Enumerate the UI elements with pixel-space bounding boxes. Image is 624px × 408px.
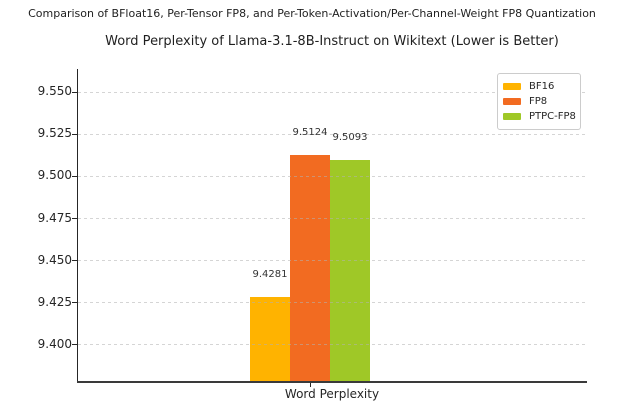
legend-label: BF16 <box>529 81 555 92</box>
gridline <box>78 302 586 304</box>
bar-value-label: 9.5124 <box>292 127 328 139</box>
bar-ptpc-fp8 <box>330 160 370 382</box>
gridline <box>78 175 586 177</box>
gridline <box>78 344 586 346</box>
figure-annotation: Comparison of BFloat16, Per-Tensor FP8, … <box>28 7 596 20</box>
plot-area: 9.4281 9.5124 9.5093 9.400 9.425 9.450 9.475 9… <box>38 69 587 387</box>
legend-swatch-icon <box>503 83 521 90</box>
x-axis-spine <box>77 381 587 383</box>
y-tick-label: 9.525 <box>37 126 72 141</box>
gridline <box>78 260 586 262</box>
y-tick-label: 9.475 <box>37 210 72 225</box>
y-tick-mark <box>72 133 77 135</box>
legend-item-bf16: BF16 <box>503 79 574 94</box>
y-tick-label: 9.500 <box>37 168 72 183</box>
legend-swatch-icon <box>503 113 521 120</box>
y-tick-mark <box>72 302 77 304</box>
y-tick-mark <box>72 260 77 262</box>
y-tick-label: 9.450 <box>37 252 72 267</box>
legend-label: PTPC-FP8 <box>529 111 576 122</box>
y-tick-mark <box>72 218 77 219</box>
y-axis-spine <box>77 69 78 383</box>
y-tick-label: 9.425 <box>37 294 72 309</box>
y-tick-mark <box>72 175 77 177</box>
legend: BF16 FP8 PTPC-FP8 <box>497 73 581 130</box>
y-tick-label: 9.400 <box>37 336 72 351</box>
y-tick-label: 9.550 <box>37 84 72 99</box>
gridline <box>78 91 586 93</box>
legend-item-fp8: FP8 <box>503 94 574 109</box>
legend-item-ptpc-fp8: PTPC-FP8 <box>503 109 576 124</box>
y-tick-mark <box>72 344 77 346</box>
chart-title: Word Perplexity of Llama-3.1-8B-Instruct… <box>105 34 559 49</box>
gridline <box>78 218 586 219</box>
legend-swatch-icon <box>503 98 521 105</box>
x-axis-label: Word Perplexity <box>284 387 380 401</box>
legend-label: FP8 <box>529 96 548 107</box>
gridline <box>78 133 586 135</box>
bar-value-label: 9.5093 <box>332 132 368 144</box>
x-axis-tick <box>310 383 311 387</box>
bar-bf16 <box>250 296 290 382</box>
y-tick-mark <box>72 91 77 93</box>
bar-value-label: 9.4281 <box>252 268 288 280</box>
